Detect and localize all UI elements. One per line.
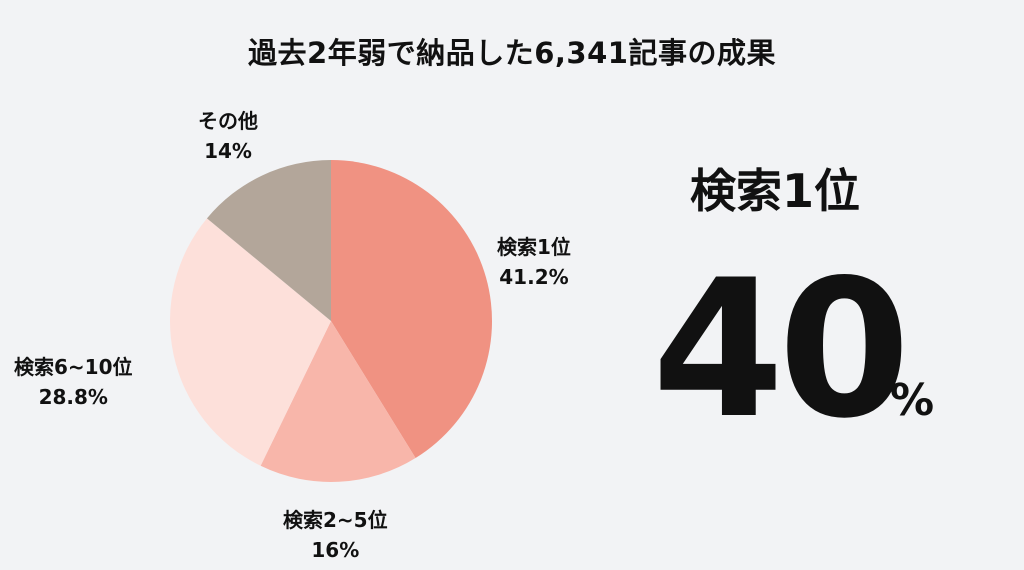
slice-label-other-value: 14%: [204, 139, 252, 163]
chart-title: 過去2年弱で納品した6,341記事の成果: [248, 36, 776, 70]
slice-label-other-name: その他: [198, 109, 258, 133]
highlight-label: 検索1位: [689, 164, 860, 218]
slice-label-rank1-name: 検索1位: [497, 235, 571, 259]
slice-label-other: その他 14%: [198, 106, 258, 166]
highlight-number: 40: [652, 239, 910, 460]
slice-label-rank1: 検索1位 41.2%: [497, 232, 571, 292]
slice-label-rank6-10: 検索6~10位 28.8%: [14, 352, 133, 412]
pie-slice-rank6-10: [169, 218, 331, 466]
slice-label-rank6-10-name: 検索6~10位: [14, 355, 133, 379]
pie-slice-other: [206, 160, 331, 321]
slice-label-rank6-10-value: 28.8%: [38, 385, 108, 409]
pie-slice-rank1: [331, 160, 492, 459]
highlight-unit: %: [890, 375, 935, 426]
slice-label-rank2-5: 検索2~5位 16%: [283, 505, 388, 565]
slice-label-rank2-5-name: 検索2~5位: [283, 508, 388, 532]
slice-label-rank2-5-value: 16%: [311, 538, 360, 562]
pie-slice-rank2-5: [260, 321, 416, 482]
slice-label-rank1-value: 41.2%: [499, 265, 569, 289]
